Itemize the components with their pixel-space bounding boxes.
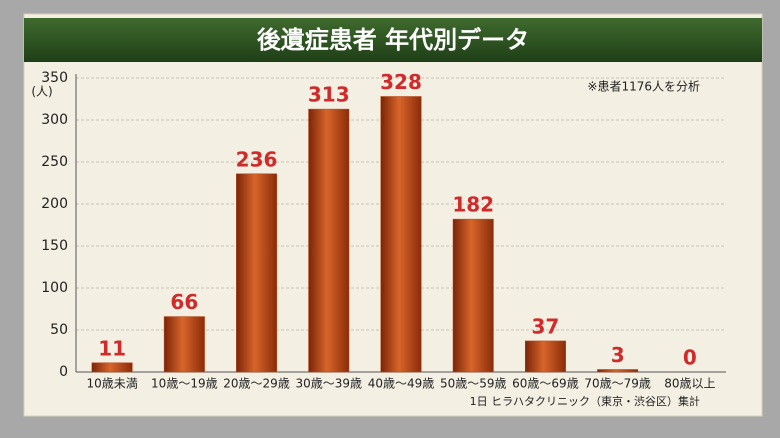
title-bar: [24, 18, 762, 62]
value-label: 236: [236, 147, 278, 171]
x-tick-label: 10歳未満: [86, 377, 137, 391]
x-tick-label: 30歳～39歳: [296, 377, 363, 391]
note: ※患者1176人を分析: [587, 80, 700, 94]
value-label: 37: [532, 314, 560, 338]
source: 1日 ヒラハタクリニック（東京・渋谷区）集計: [470, 394, 700, 408]
x-tick-label: 50歳～59歳: [440, 377, 507, 391]
y-tick-label: 0: [59, 364, 68, 380]
value-label: 66: [170, 290, 198, 314]
y-tick-label: 150: [41, 238, 68, 254]
bar: [597, 369, 639, 373]
value-label: 182: [452, 193, 494, 217]
value-label: 313: [308, 83, 350, 107]
x-tick-label: 10歳～19歳: [151, 377, 218, 391]
bar: [91, 362, 133, 373]
y-unit: (人): [31, 85, 52, 99]
x-tick-label: 40歳～49歳: [368, 377, 435, 391]
x-tick-label: 80歳以上: [664, 377, 715, 391]
y-tick-label: 350: [41, 70, 68, 86]
y-tick-label: 300: [41, 112, 68, 128]
bar: [163, 316, 205, 373]
y-tick-label: 250: [41, 154, 68, 170]
x-tick-label: 70歳～79歳: [584, 377, 651, 391]
x-tick-label: 60歳～69歳: [512, 377, 579, 391]
value-label: 3: [611, 343, 625, 367]
bar: [452, 218, 494, 373]
bar: [380, 96, 422, 373]
y-tick-label: 200: [41, 196, 68, 212]
bar: [524, 340, 566, 373]
y-tick-label: 100: [41, 280, 68, 296]
bar: [236, 173, 278, 373]
value-label: 328: [380, 70, 422, 94]
value-label: 11: [98, 336, 126, 360]
y-tick-label: 50: [50, 322, 68, 338]
value-label: 0: [683, 346, 697, 370]
x-tick-label: 20歳～29歳: [223, 377, 290, 391]
bar: [308, 108, 350, 373]
chart-title: 後遺症患者 年代別データ: [257, 26, 529, 54]
